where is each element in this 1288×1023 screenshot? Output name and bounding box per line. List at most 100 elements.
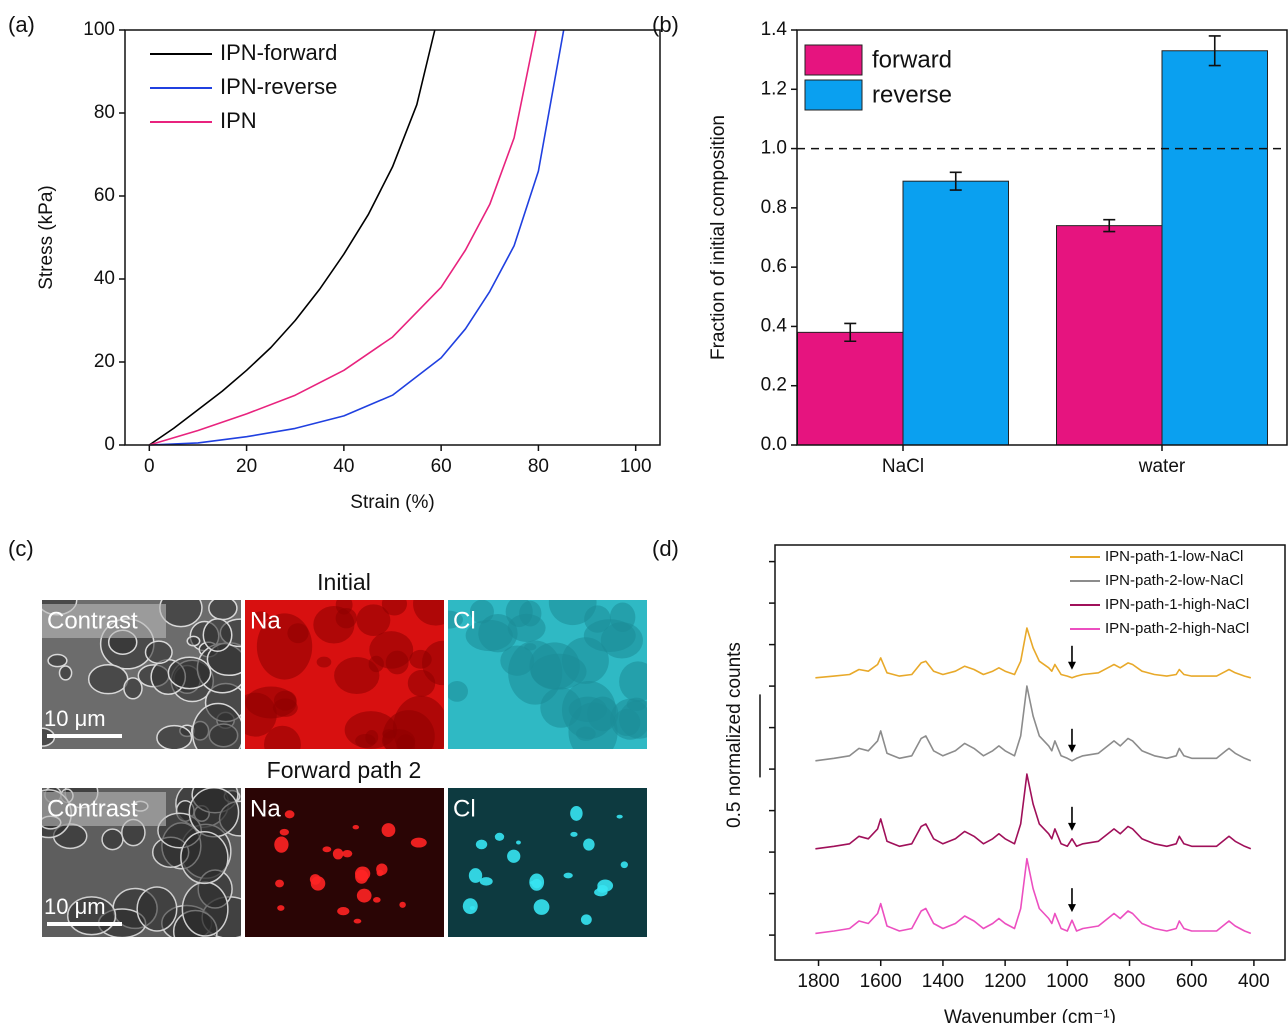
legend-label: IPN-path-1-low-NaCl	[1105, 548, 1243, 565]
error-bar	[1103, 218, 1116, 233]
legend-swatch	[804, 79, 863, 111]
texture	[355, 869, 369, 884]
texture	[507, 849, 521, 863]
texture	[580, 914, 592, 925]
texture	[275, 879, 284, 888]
texture	[87, 664, 129, 695]
line	[148, 29, 436, 446]
texture	[264, 725, 301, 749]
y-axis-label: Fraction of initial composition	[708, 115, 729, 360]
texture	[381, 823, 396, 838]
texture	[396, 734, 416, 749]
plot-frame	[796, 29, 1288, 446]
image-tile	[245, 600, 444, 749]
texture	[376, 863, 388, 876]
x-tick-label: 400	[1238, 971, 1270, 992]
texture	[334, 656, 380, 695]
y-tick-label: 0.4	[761, 315, 788, 336]
error-bar	[1208, 35, 1221, 67]
texture	[468, 868, 483, 883]
label-bg	[42, 604, 166, 638]
scale-bar-label: 10 μm	[44, 894, 106, 919]
texture	[274, 836, 289, 853]
y-axis-label: 0.5 normalized counts	[724, 642, 745, 828]
x-tick-label: 60	[431, 456, 452, 477]
texture	[381, 600, 407, 616]
y-tick-label: 100	[83, 19, 115, 40]
legend-label: IPN-path-2-low-NaCl	[1105, 572, 1243, 589]
texture	[410, 837, 427, 848]
x-axis-label: Strain (%)	[350, 492, 434, 513]
texture	[478, 614, 518, 653]
x-tick-label: 0	[144, 456, 155, 477]
x-tick-label: 40	[333, 456, 354, 477]
x-tick-label: 800	[1114, 971, 1146, 992]
texture	[619, 661, 647, 702]
panel-label: (a)	[8, 12, 35, 37]
texture	[256, 613, 313, 680]
bar	[1056, 225, 1163, 446]
y-axis-label: Stress (kPa)	[36, 185, 57, 290]
texture	[620, 861, 628, 869]
texture	[616, 814, 623, 819]
legend-label: forward	[872, 46, 952, 73]
line	[815, 685, 1252, 762]
texture	[570, 806, 583, 821]
texture	[123, 677, 143, 700]
arrow-head	[1067, 744, 1076, 753]
texture	[562, 637, 609, 684]
texture	[101, 828, 124, 851]
y-tick-label: 80	[94, 102, 115, 123]
image-tile	[42, 788, 241, 937]
texture	[144, 640, 173, 665]
texture	[356, 604, 391, 637]
texture	[208, 600, 238, 621]
x-tick-label: 600	[1176, 971, 1208, 992]
texture	[448, 680, 468, 702]
texture	[568, 696, 607, 722]
texture	[576, 726, 596, 741]
texture	[284, 810, 295, 819]
texture	[332, 848, 344, 860]
legend-label: IPN-reverse	[220, 74, 337, 99]
panel-label: (d)	[652, 536, 679, 561]
texture	[570, 831, 578, 837]
texture	[273, 690, 297, 711]
texture	[180, 831, 229, 885]
texture	[337, 907, 350, 916]
x-tick-label: NaCl	[882, 456, 924, 477]
texture	[186, 635, 201, 647]
line	[815, 627, 1252, 679]
texture	[583, 838, 595, 851]
texture	[191, 702, 241, 749]
texture	[421, 640, 444, 686]
texture	[448, 610, 463, 629]
y-tick-label: 0.6	[761, 256, 787, 277]
texture	[475, 839, 488, 850]
plot-frame	[124, 29, 661, 446]
texture	[253, 611, 269, 621]
line	[149, 29, 565, 446]
texture	[413, 600, 444, 626]
x-tick-label: 100	[620, 456, 652, 477]
panel-label: (c)	[8, 536, 34, 561]
line	[815, 857, 1252, 935]
texture	[277, 905, 285, 911]
texture	[530, 880, 535, 885]
texture	[373, 896, 381, 903]
image-tile	[448, 600, 647, 749]
tile-label: Contrast	[47, 795, 138, 822]
bar	[797, 331, 904, 446]
x-tick-label: 1200	[984, 971, 1026, 992]
texture	[316, 656, 332, 668]
y-tick-label: 0.0	[761, 434, 787, 455]
error-bar	[949, 171, 962, 191]
image-tile	[245, 788, 444, 937]
texture	[159, 600, 203, 628]
texture	[533, 899, 550, 915]
texture	[368, 655, 384, 673]
texture	[529, 873, 545, 891]
x-tick-label: 20	[236, 456, 257, 477]
y-tick-label: 60	[94, 185, 115, 206]
texture	[279, 828, 289, 836]
